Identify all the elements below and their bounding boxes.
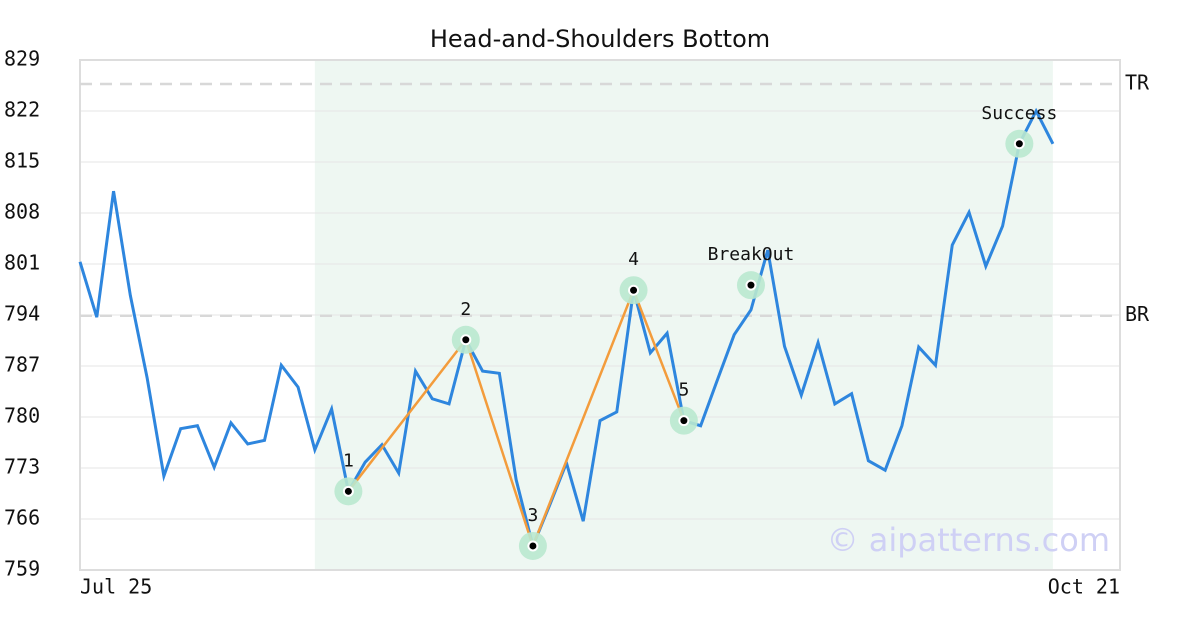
point-marker (628, 284, 640, 296)
y-tick-label: 787 (4, 353, 40, 377)
y-tick-label: 829 (4, 47, 40, 71)
point-marker (1013, 138, 1025, 150)
point-marker (678, 415, 690, 427)
point-marker (745, 279, 757, 291)
x-tick-label: Jul 25 (80, 575, 152, 599)
y-tick-label: 773 (4, 455, 40, 479)
event-label: BreakOut (708, 244, 795, 265)
y-tick-label: 766 (4, 506, 40, 530)
y-tick-label: 815 (4, 149, 40, 173)
y-tick-label: 822 (4, 98, 40, 122)
y-tick-label: 780 (4, 404, 40, 428)
pattern-point-label: 4 (628, 249, 639, 270)
y-tick-label: 794 (4, 302, 40, 326)
reference-label: BR (1125, 302, 1150, 326)
point-marker (527, 540, 539, 552)
chart-title: Head-and-Shoulders Bottom (430, 25, 770, 53)
point-marker (342, 485, 354, 497)
watermark: © aipatterns.com (827, 521, 1110, 559)
pattern-point-label: 5 (678, 380, 689, 401)
x-tick-label: Oct 21 (1048, 575, 1120, 599)
event-label: Success (981, 103, 1057, 124)
y-tick-label: 808 (4, 200, 40, 224)
y-tick-label: 759 (4, 557, 40, 581)
pattern-point-label: 3 (527, 505, 538, 526)
pattern-point-label: 2 (460, 299, 471, 320)
reference-label: TR (1125, 71, 1150, 95)
pattern-point-label: 1 (343, 450, 354, 471)
y-tick-label: 801 (4, 251, 40, 275)
point-marker (460, 334, 472, 346)
